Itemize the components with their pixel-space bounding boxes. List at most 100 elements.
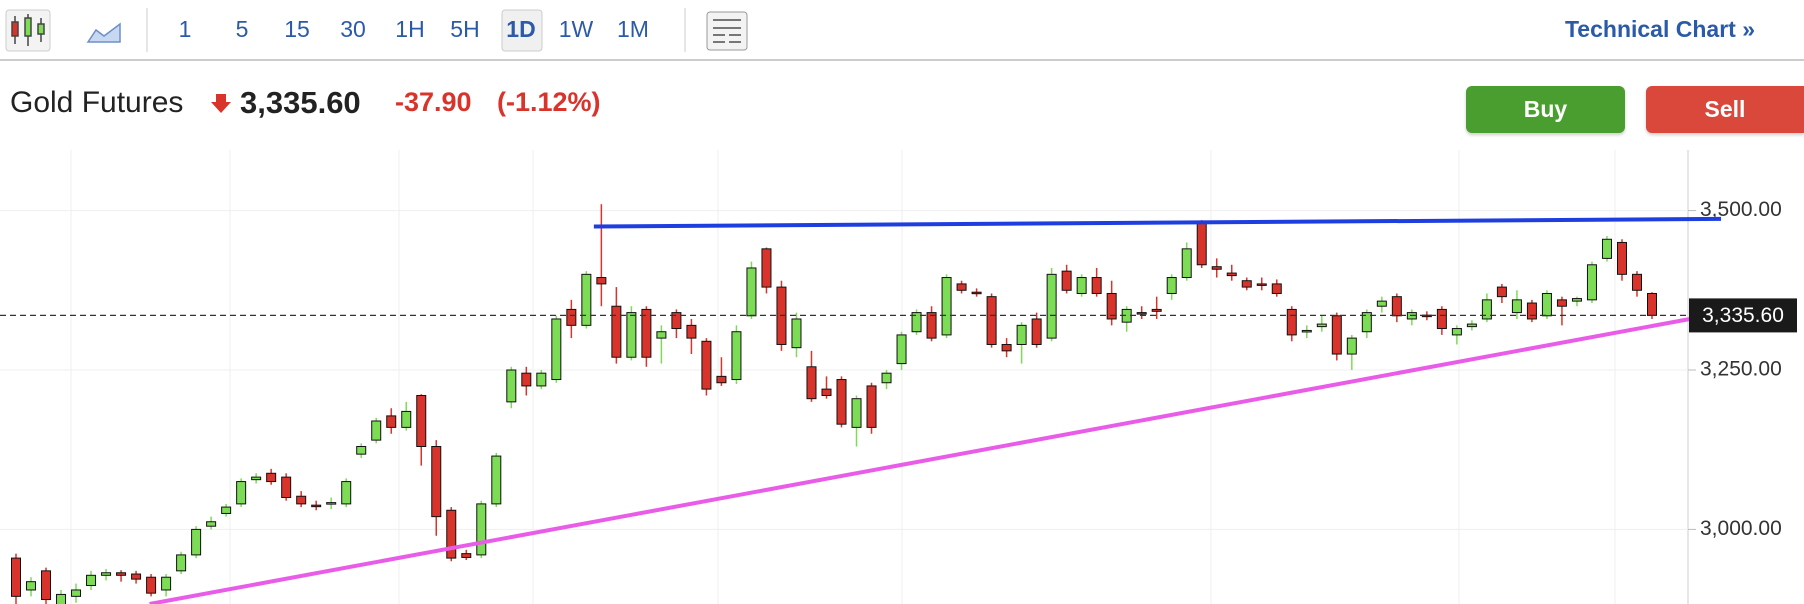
vertical-grid (70, 150, 1616, 604)
candle-body (356, 446, 367, 455)
interval-button[interactable]: 1D (506, 16, 535, 42)
candle-body (941, 277, 952, 336)
candle-body (1586, 264, 1597, 301)
candle-body (71, 589, 82, 597)
candle-body (866, 385, 877, 428)
candle-body (956, 283, 967, 291)
candle-body (1031, 318, 1042, 345)
candle-body (101, 572, 112, 576)
candle-body (521, 372, 532, 387)
candle-body (596, 277, 607, 285)
candle-body (1241, 280, 1252, 288)
price: 3,335.60 (240, 85, 361, 120)
candle-body (506, 369, 517, 403)
candle-body (1571, 298, 1582, 302)
candle-body (1541, 292, 1552, 317)
candle-body (1106, 292, 1117, 320)
candle-body (281, 476, 292, 499)
toolbar: Technical Chart » (0, 8, 1804, 61)
candle-body (986, 296, 997, 345)
interval-button[interactable]: 30 (340, 16, 366, 42)
candle-body (86, 574, 97, 587)
technical-chart-link[interactable]: Technical Chart » (1565, 16, 1755, 42)
candle-body (896, 334, 907, 365)
candle-body (1136, 312, 1147, 315)
interval-button[interactable]: 1M (617, 16, 649, 42)
candle-icon (11, 14, 45, 46)
candle-body (1436, 308, 1447, 330)
interval-button[interactable]: 1H (395, 16, 424, 42)
interval-button[interactable]: 1W (559, 16, 594, 42)
candle-body (656, 331, 667, 339)
selected-interval-box (501, 9, 543, 52)
candle-body (1376, 300, 1387, 307)
candle-body (1331, 315, 1342, 355)
candle-body (161, 576, 172, 591)
area-chart-icon[interactable] (86, 22, 121, 43)
candle-body (701, 340, 712, 390)
candle-body (401, 410, 412, 428)
candle-body (881, 372, 892, 384)
buy-button[interactable]: Buy (1466, 86, 1625, 133)
candle-body (746, 267, 757, 317)
candle-body (311, 504, 322, 508)
instrument-name: Gold Futures (10, 86, 183, 119)
candle-body (716, 375, 727, 384)
down-arrow (211, 94, 231, 113)
candle-body (1091, 277, 1102, 294)
candle-body (761, 248, 772, 288)
candle-body (536, 372, 547, 387)
candle-body (206, 521, 217, 527)
candle-body (251, 476, 262, 481)
change-percent: (-1.12%) (497, 87, 601, 117)
trendline (593, 216, 1722, 229)
candle-body (1271, 283, 1282, 294)
candle-body (1286, 308, 1297, 336)
candle-body (551, 318, 562, 381)
candle-body (971, 291, 982, 295)
candle-body (296, 495, 307, 505)
candle-body (10, 557, 22, 597)
candle-body (41, 570, 52, 601)
candle-body (926, 312, 937, 339)
interval-button[interactable]: 5H (450, 16, 479, 42)
candle-body (1451, 328, 1462, 336)
candle-body (1466, 323, 1477, 328)
candle-body (491, 455, 502, 505)
candle-body (1616, 241, 1627, 275)
candle-body (431, 446, 442, 518)
candle-body (446, 509, 457, 559)
candle-body (326, 502, 337, 505)
candle-body (1526, 302, 1537, 320)
candle-body (386, 415, 397, 428)
candle-body (371, 420, 382, 441)
layout-icon-lines (713, 19, 741, 43)
sell-button[interactable]: Sell (1646, 86, 1804, 133)
candle-body (1061, 270, 1072, 291)
candle-body (1646, 292, 1658, 316)
candle-body (1391, 296, 1402, 317)
candle-body (851, 398, 862, 428)
candle-body (116, 572, 127, 576)
interval-button[interactable]: 5 (236, 16, 249, 42)
candle-body (266, 472, 277, 483)
candle-body (821, 388, 832, 396)
candle-body (341, 481, 352, 505)
candle-body (461, 553, 472, 558)
y-tick-label: 3,000.00 (1700, 517, 1782, 540)
last-price-label: 3,335.60 (1702, 304, 1784, 327)
candle-body (1046, 273, 1057, 339)
candle-body (221, 506, 232, 514)
candle-body (1226, 272, 1237, 277)
candle-body (1181, 248, 1192, 279)
trendline (149, 311, 1722, 604)
candle-body (1211, 266, 1222, 270)
layout-icon[interactable] (706, 11, 748, 51)
candle-body (1556, 299, 1567, 307)
candle-body (671, 312, 682, 330)
interval-button[interactable]: 1 (179, 16, 192, 42)
candle-body (911, 312, 922, 333)
interval-button[interactable]: 15 (284, 16, 310, 42)
candle-body (476, 503, 487, 556)
